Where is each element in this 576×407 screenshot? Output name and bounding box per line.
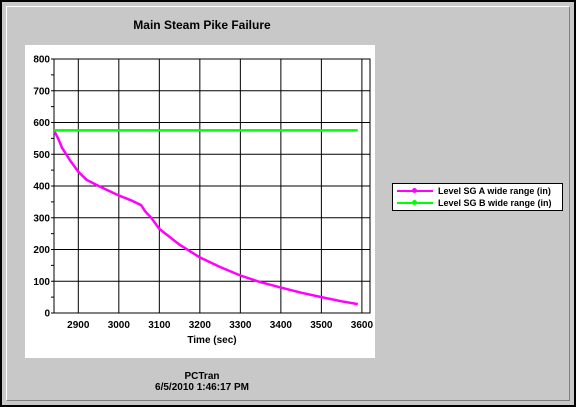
y-tick-label-400: 400 <box>33 182 50 193</box>
y-tick-label-0: 0 <box>44 309 50 320</box>
chart-title: Main Steam Pike Failure <box>133 18 271 32</box>
y-tick-label-700: 700 <box>33 86 50 97</box>
y-tick-label-500: 500 <box>33 150 50 161</box>
y-tick-label-300: 300 <box>33 213 50 224</box>
x-tick-label-3400: 3400 <box>270 320 293 331</box>
legend-marker-sg-b <box>412 200 417 205</box>
x-tick-label-3600: 3600 <box>351 320 374 331</box>
x-tick-label-3000: 3000 <box>108 320 131 331</box>
y-tick-label-100: 100 <box>33 277 50 288</box>
plot-panel: 0 100 200 300 400 500 600 700 800 2900 3000 3100 320… <box>25 45 375 358</box>
legend: Level SG A wide range (in) Level SG B wi… <box>392 183 563 211</box>
legend-entry-sg-b: Level SG B wide range (in) <box>393 197 562 209</box>
footer-timestamp: 6/5/2010 1:46:17 PM <box>155 382 249 393</box>
legend-marker-sg-a <box>412 188 417 193</box>
x-tick-label-3300: 3300 <box>229 320 252 331</box>
y-tick-label-600: 600 <box>33 118 50 129</box>
chart-svg: 0 100 200 300 400 500 600 700 800 2900 3000 3100 320… <box>33 55 374 347</box>
legend-label-sg-b: Level SG B wide range (in) <box>438 198 552 208</box>
x-axis-label: Time (sec) <box>187 335 236 346</box>
report-panel <box>6 6 570 401</box>
legend-entry-sg-a: Level SG A wide range (in) <box>393 185 562 197</box>
footer-app-name: PCTran <box>184 371 220 382</box>
footer: PCTran 6/5/2010 1:46:17 PM <box>2 371 402 393</box>
y-tick-label-200: 200 <box>33 245 50 256</box>
x-tick-label-3500: 3500 <box>310 320 333 331</box>
x-tick-label-2900: 2900 <box>67 320 90 331</box>
x-tick-label-3200: 3200 <box>189 320 212 331</box>
series-line-0 <box>52 129 359 306</box>
y-tick-label-800: 800 <box>33 55 50 66</box>
x-tick-label-3100: 3100 <box>148 320 171 331</box>
plot-frame <box>53 58 371 314</box>
legend-label-sg-a: Level SG A wide range (in) <box>438 186 551 196</box>
